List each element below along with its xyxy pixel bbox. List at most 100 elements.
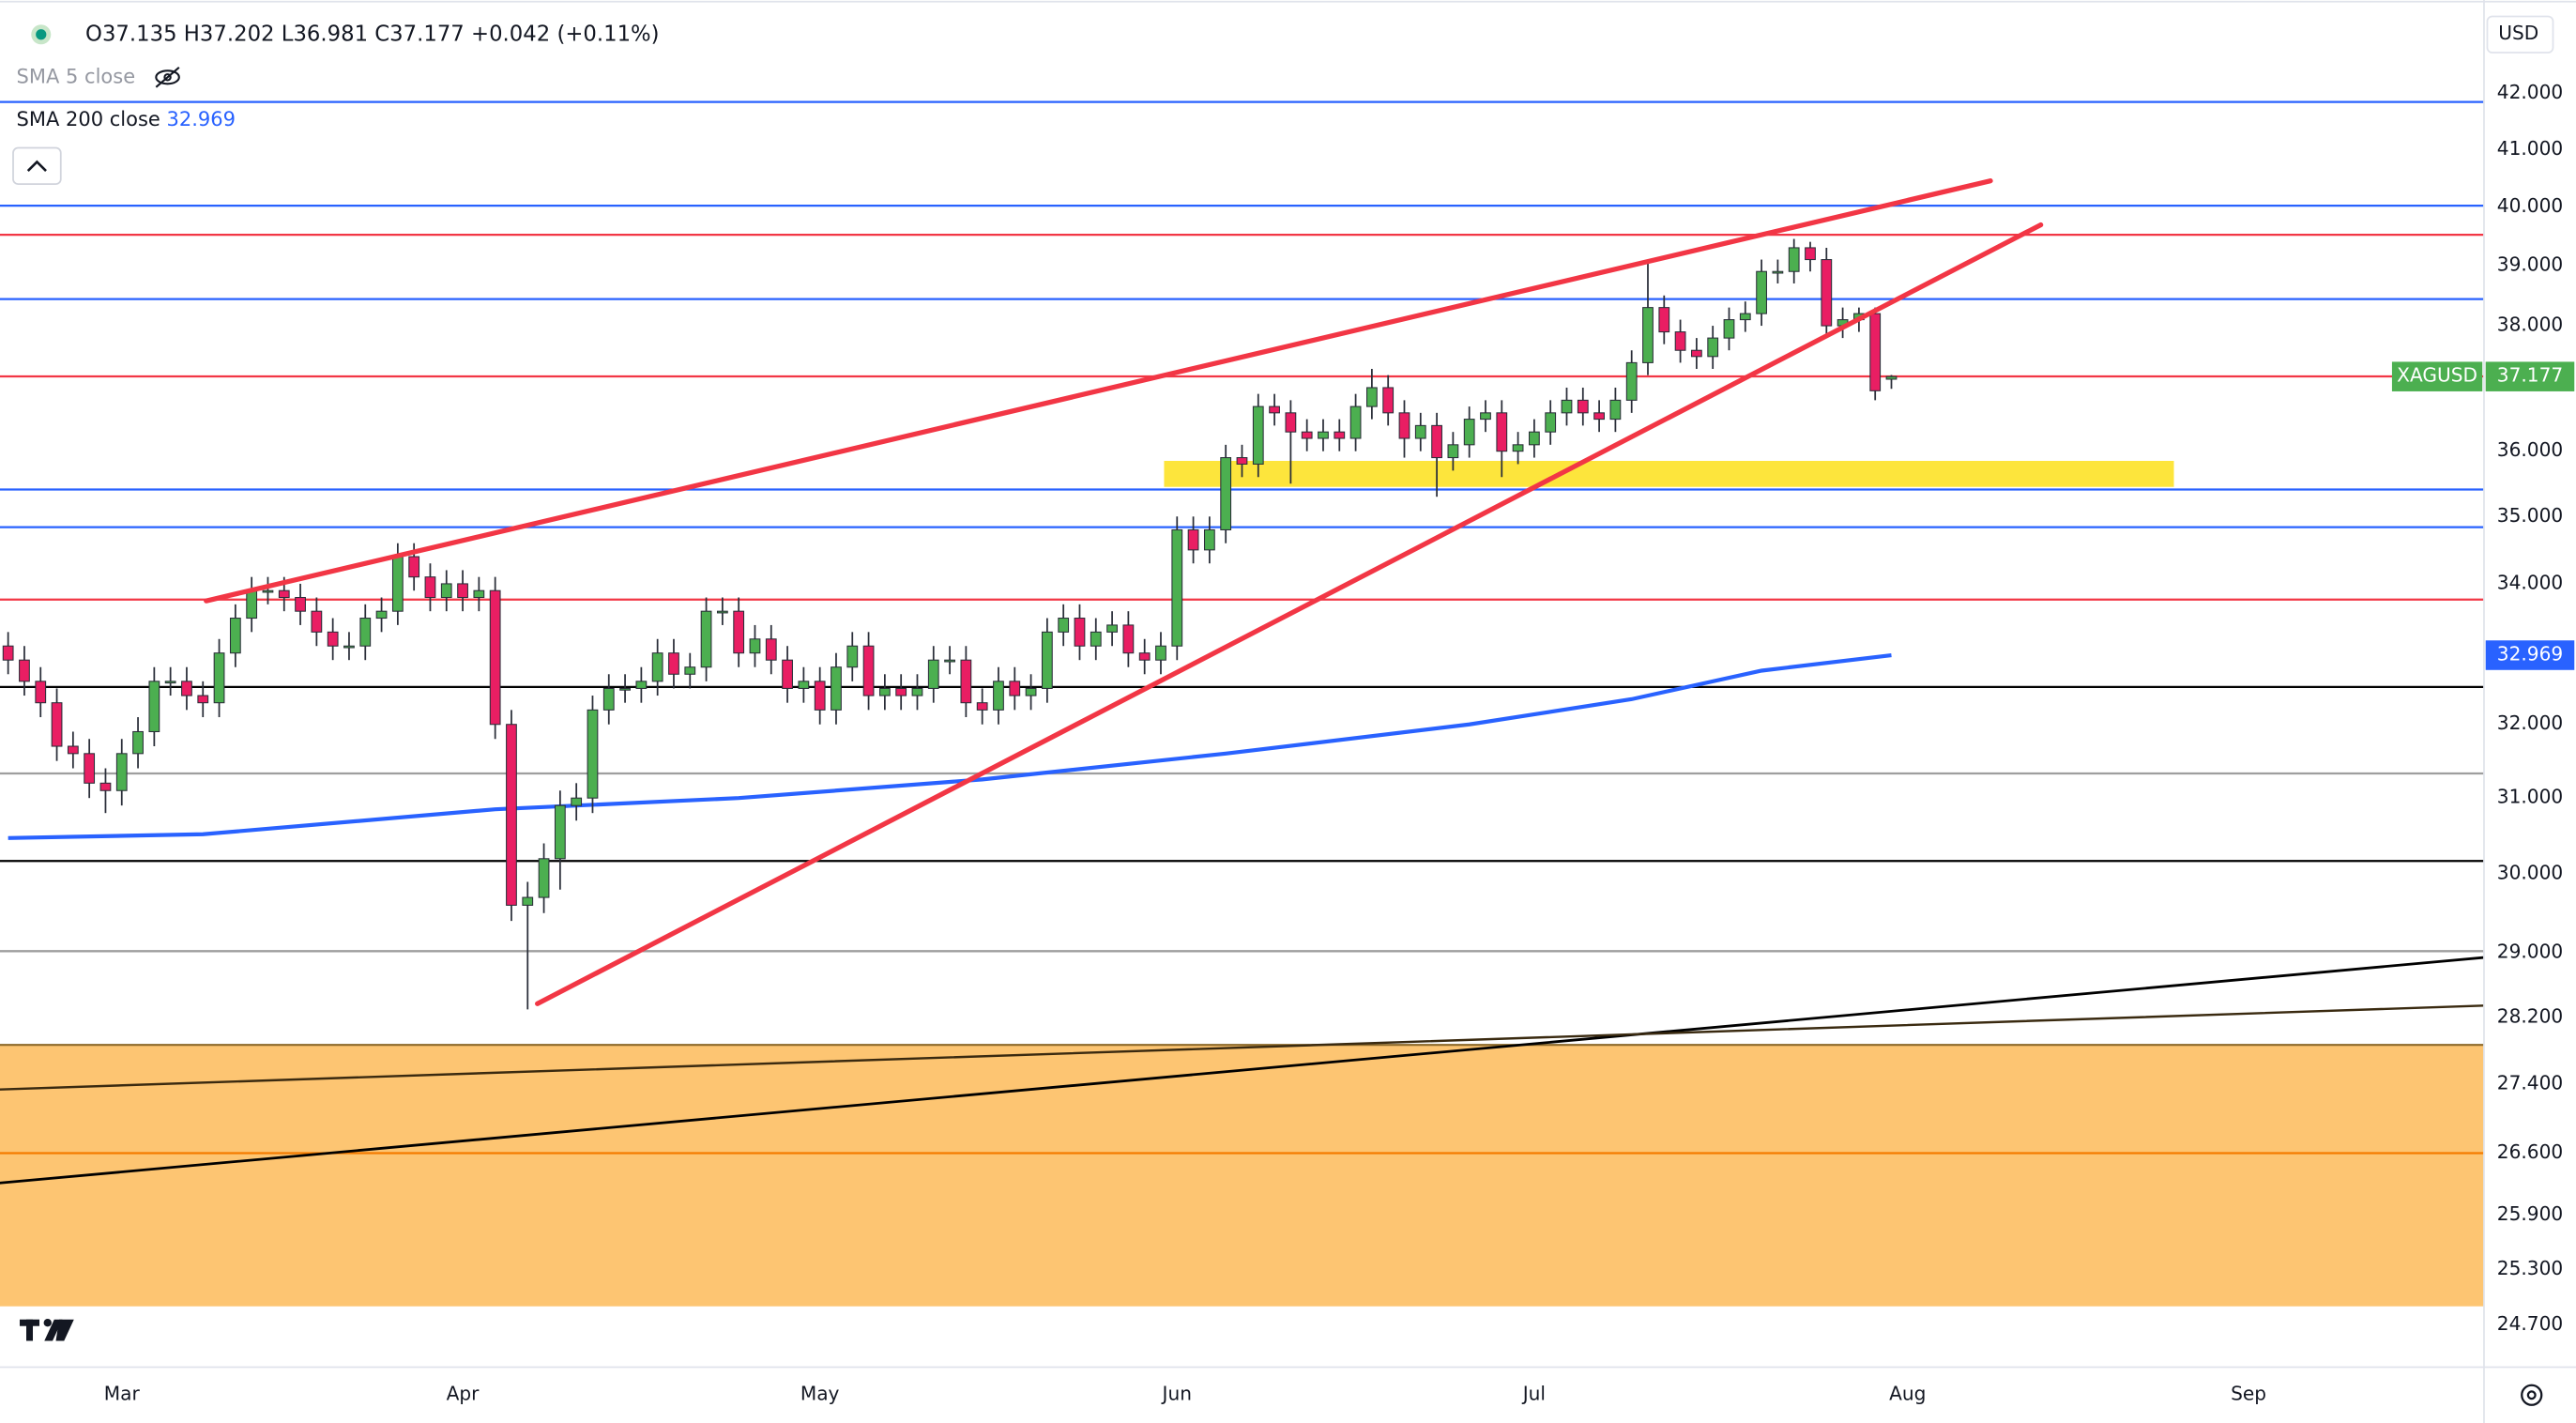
status-dot — [36, 29, 47, 40]
legend-key: L — [282, 22, 294, 46]
candle-body — [700, 610, 712, 668]
symbol-badge — [2391, 361, 2483, 391]
collapse-button[interactable] — [12, 146, 62, 185]
candle-body — [181, 681, 192, 696]
candle-body — [1301, 431, 1313, 439]
symbol-badge-label: XAGUSD — [2397, 364, 2477, 387]
candle-body — [862, 645, 875, 696]
plot-area — [0, 100, 2484, 1307]
candle-body — [522, 896, 534, 906]
legend-change: +0.042 (+0.11%) — [471, 22, 660, 46]
trendline — [204, 178, 1993, 604]
candle-body — [35, 681, 47, 704]
sma-badge — [2485, 640, 2575, 670]
candle-body — [1122, 624, 1135, 654]
candle-body — [1821, 259, 1833, 327]
legend-value: 37.135 — [102, 22, 177, 46]
candle-body — [1365, 387, 1378, 407]
candle-body — [1009, 681, 1021, 696]
y-tick-label: 40.000 — [2497, 194, 2563, 217]
candle-body — [506, 724, 517, 906]
sma-line — [8, 652, 1892, 840]
y-tick-label: 34.000 — [2497, 571, 2563, 593]
y-tick-label: 41.000 — [2497, 137, 2563, 160]
candle-body — [684, 666, 696, 675]
candle-body — [1772, 270, 1784, 274]
candle-body — [1106, 624, 1118, 633]
candle-body — [1545, 412, 1557, 433]
candle-body — [2, 645, 14, 661]
currency-button[interactable]: USD — [2486, 15, 2554, 54]
candle-body — [602, 687, 615, 711]
legend-key: O — [85, 22, 102, 46]
x-tick-label: May — [800, 1383, 840, 1405]
candle-body — [1349, 405, 1362, 439]
candle-body — [782, 659, 793, 689]
candle-body — [1739, 313, 1751, 321]
candle-body — [1025, 687, 1037, 696]
candle-body — [587, 709, 599, 799]
candle-body — [408, 556, 420, 578]
candle-body — [1512, 444, 1524, 452]
candle-body — [229, 618, 241, 654]
price-badge — [2485, 361, 2575, 391]
candle-body — [1674, 331, 1686, 351]
candle-body — [554, 804, 566, 860]
trendline — [0, 956, 2484, 1185]
y-tick-label: 24.700 — [2497, 1312, 2563, 1335]
candle-body — [132, 730, 144, 755]
candle-body — [1074, 618, 1086, 647]
indicator-label: SMA 5 close — [17, 65, 136, 87]
candle-body — [1593, 412, 1605, 421]
candle-body — [1658, 307, 1670, 333]
candle-body — [295, 596, 306, 612]
candle-body — [1463, 419, 1475, 446]
candle-body — [1447, 444, 1459, 459]
candle-body — [19, 659, 30, 682]
indicator-name: SMA 200 close — [17, 108, 160, 130]
settings-button[interactable] — [2521, 1384, 2543, 1406]
candle-body — [1155, 645, 1166, 661]
axes: 42.000 41.000 40.000 39.000 38.000 36.000 35.0… — [104, 81, 2575, 1405]
y-tick-label: 42.000 — [2497, 81, 2563, 103]
y-tick-label: 35.000 — [2497, 504, 2563, 527]
candle-body — [1334, 431, 1346, 439]
y-tick-label: 36.000 — [2497, 438, 2563, 461]
y-tick-label: 25.300 — [2497, 1257, 2563, 1279]
hidden-eye-icon[interactable] — [155, 66, 180, 88]
candle-body — [457, 583, 468, 599]
candle-body — [99, 782, 112, 791]
candle-body — [343, 645, 355, 649]
candle-body — [1707, 337, 1719, 358]
candle-body — [148, 681, 160, 733]
sma-badge-label: 32.969 — [2497, 643, 2563, 666]
y-tick-label: 32.000 — [2497, 712, 2563, 734]
candle-body — [538, 858, 550, 898]
candle-body — [878, 687, 891, 696]
candle-body — [197, 695, 209, 704]
candle-body — [765, 638, 777, 661]
candle-body — [1236, 457, 1248, 465]
currency-label: USD — [2498, 22, 2538, 44]
candle-body — [619, 687, 631, 691]
candle-body — [115, 753, 128, 791]
candle-body — [1756, 270, 1767, 314]
y-tick-label: 25.900 — [2497, 1202, 2563, 1225]
y-tick-label: 31.000 — [2497, 786, 2563, 808]
candle-body — [831, 666, 842, 711]
candle-body — [67, 745, 79, 755]
candle-body — [651, 652, 663, 682]
trendline — [535, 222, 2044, 1006]
indicator-value: 32.969 — [167, 108, 236, 130]
y-tick-label: 39.000 — [2497, 252, 2563, 275]
candle-body — [327, 631, 339, 647]
candle-body — [1805, 247, 1816, 261]
candle-body — [993, 681, 1004, 711]
x-tick-label: Jun — [1161, 1383, 1192, 1405]
x-tick-label: Jul — [1521, 1383, 1546, 1405]
candle-body — [1058, 618, 1070, 633]
candle-body — [1496, 412, 1508, 452]
candle-body — [895, 687, 907, 696]
legend-value: 37.202 — [200, 22, 275, 46]
